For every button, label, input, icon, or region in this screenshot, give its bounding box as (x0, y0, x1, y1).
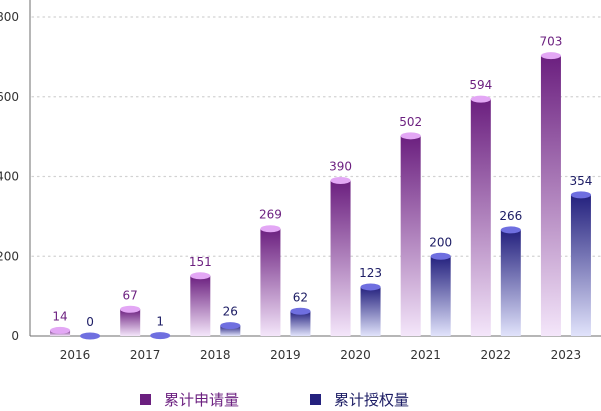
data-label: 67 (123, 288, 138, 302)
bar-applications-2017 (120, 306, 140, 336)
x-tick-label: 2016 (60, 348, 91, 362)
bar-cap (471, 96, 491, 103)
bar-cap (541, 52, 561, 59)
bar-cap (401, 132, 421, 139)
data-label: 594 (469, 78, 492, 92)
bar-cap (361, 283, 381, 290)
bar-grants-2023 (571, 191, 591, 336)
data-label: 151 (189, 255, 212, 269)
bar-body (120, 309, 140, 336)
bar-applications-2016 (50, 327, 70, 336)
bar-cap (290, 308, 310, 315)
bar-cap (501, 226, 521, 233)
bar-cap (150, 332, 170, 339)
data-label: 123 (359, 266, 382, 280)
x-tick-label: 2019 (270, 348, 301, 362)
data-label: 269 (259, 208, 282, 222)
x-tick-label: 2023 (551, 348, 582, 362)
data-label: 390 (329, 159, 352, 173)
legend-label-applications: 累计申请量 (164, 389, 239, 410)
legend-item-applications[interactable]: 累计申请量 (140, 389, 239, 410)
bar-cap (120, 306, 140, 313)
bar-cap (331, 177, 351, 184)
x-tick-label: 2020 (340, 348, 371, 362)
bar-cap (260, 225, 280, 232)
bar-body (401, 136, 421, 336)
bar-grants-2021 (431, 253, 451, 336)
bar-body (290, 311, 310, 336)
bar-body (331, 180, 351, 336)
bar-grants-2016 (80, 333, 100, 340)
data-label: 1 (156, 315, 164, 329)
data-label: 266 (499, 209, 522, 223)
y-tick-label: 800 (0, 10, 19, 24)
bar-body (190, 276, 210, 336)
bar-applications-2020 (331, 177, 351, 336)
bar-cap (431, 253, 451, 260)
bar-applications-2023 (541, 52, 561, 336)
x-tick-label: 2022 (481, 348, 512, 362)
data-label: 0 (86, 315, 94, 329)
bar-grants-2022 (501, 226, 521, 336)
bar-cap (190, 272, 210, 279)
legend-label-grants: 累计授权量 (334, 389, 409, 410)
bar-body (471, 99, 491, 336)
bar-grants-2020 (361, 283, 381, 336)
bar-grants-2018 (220, 322, 240, 336)
bar-body (541, 56, 561, 336)
bar-applications-2019 (260, 225, 280, 336)
y-tick-label: 400 (0, 170, 19, 184)
y-tick-label: 200 (0, 249, 19, 263)
bar-applications-2022 (471, 96, 491, 336)
legend-item-grants[interactable]: 累计授权量 (310, 389, 409, 410)
legend-swatch-applications (140, 394, 151, 405)
bar-body (361, 287, 381, 336)
data-label: 354 (569, 174, 592, 188)
bar-body (260, 229, 280, 336)
bar-applications-2018 (190, 272, 210, 336)
bar-applications-2021 (401, 132, 421, 336)
bar-body (431, 256, 451, 336)
y-tick-label: 0 (11, 329, 19, 343)
bar-grants-2017 (150, 332, 170, 339)
bar-cap (50, 327, 70, 334)
data-label: 62 (293, 290, 308, 304)
bar-cap (80, 333, 100, 340)
data-label: 703 (539, 35, 562, 49)
x-tick-label: 2021 (410, 348, 441, 362)
bar-grants-2019 (290, 308, 310, 336)
data-label: 14 (52, 309, 67, 323)
legend-swatch-grants (310, 394, 321, 405)
bar-body (571, 195, 591, 336)
bar-cap (220, 322, 240, 329)
data-label: 26 (223, 305, 238, 319)
y-tick-label: 600 (0, 90, 19, 104)
x-tick-label: 2017 (130, 348, 161, 362)
bar-body (501, 230, 521, 336)
data-label: 200 (429, 235, 452, 249)
bar-cap (571, 191, 591, 198)
x-tick-label: 2018 (200, 348, 231, 362)
data-label: 502 (399, 115, 422, 129)
